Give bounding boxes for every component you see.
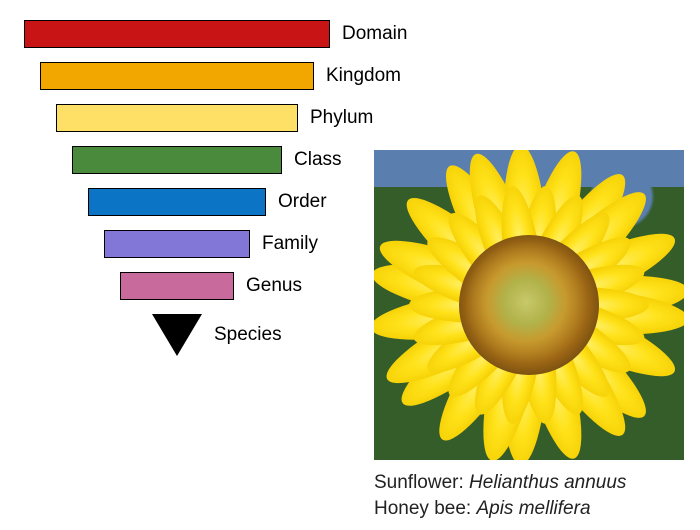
photo-panel: Sunflower: Helianthus annuus Honey bee: … (374, 150, 684, 521)
caption-line-2: Honey bee: Apis mellifera (374, 496, 684, 522)
rank-label: Class (294, 149, 342, 171)
rank-row: Class (0, 146, 370, 174)
rank-row-species: Species (0, 314, 370, 356)
sunflower-photo (374, 150, 684, 460)
rank-row: Family (0, 230, 370, 258)
caption-scientific-name: Helianthus annuus (469, 472, 626, 493)
rank-bar (56, 104, 298, 132)
rank-label: Order (278, 191, 327, 213)
caption-prefix: Sunflower: (374, 472, 469, 493)
rank-row: Kingdom (0, 62, 370, 90)
rank-bar (88, 188, 266, 216)
species-triangle (152, 314, 202, 356)
rank-row: Domain (0, 20, 370, 48)
caption-scientific-name: Apis mellifera (476, 498, 590, 519)
rank-label: Domain (342, 23, 407, 45)
rank-bar (24, 20, 330, 48)
rank-row: Phylum (0, 104, 370, 132)
rank-row: Genus (0, 272, 370, 300)
caption: Sunflower: Helianthus annuus Honey bee: … (374, 470, 684, 521)
rank-bar (104, 230, 250, 258)
rank-bar (72, 146, 282, 174)
taxonomy-funnel: Domain Kingdom Phylum Class Order Family Genus… (0, 20, 370, 356)
rank-label: Family (262, 233, 318, 255)
rank-bar (120, 272, 234, 300)
rank-label: Genus (246, 275, 302, 297)
caption-line-1: Sunflower: Helianthus annuus (374, 470, 684, 496)
rank-label: Species (214, 324, 282, 346)
sunflower-disc (459, 235, 599, 375)
caption-prefix: Honey bee: (374, 498, 476, 519)
rank-bar (40, 62, 314, 90)
rank-label: Phylum (310, 107, 373, 129)
rank-row: Order (0, 188, 370, 216)
rank-label: Kingdom (326, 65, 401, 87)
